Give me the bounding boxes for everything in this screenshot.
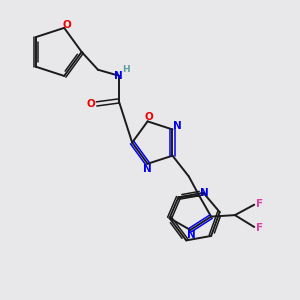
Text: H: H [122, 65, 130, 74]
Text: F: F [256, 223, 263, 233]
Text: N: N [188, 230, 196, 240]
Text: N: N [143, 164, 152, 174]
Text: O: O [63, 20, 71, 30]
Text: N: N [200, 188, 209, 198]
Text: O: O [87, 99, 95, 109]
Text: F: F [256, 199, 263, 208]
Text: N: N [173, 122, 182, 131]
Text: O: O [145, 112, 153, 122]
Text: N: N [114, 71, 123, 81]
